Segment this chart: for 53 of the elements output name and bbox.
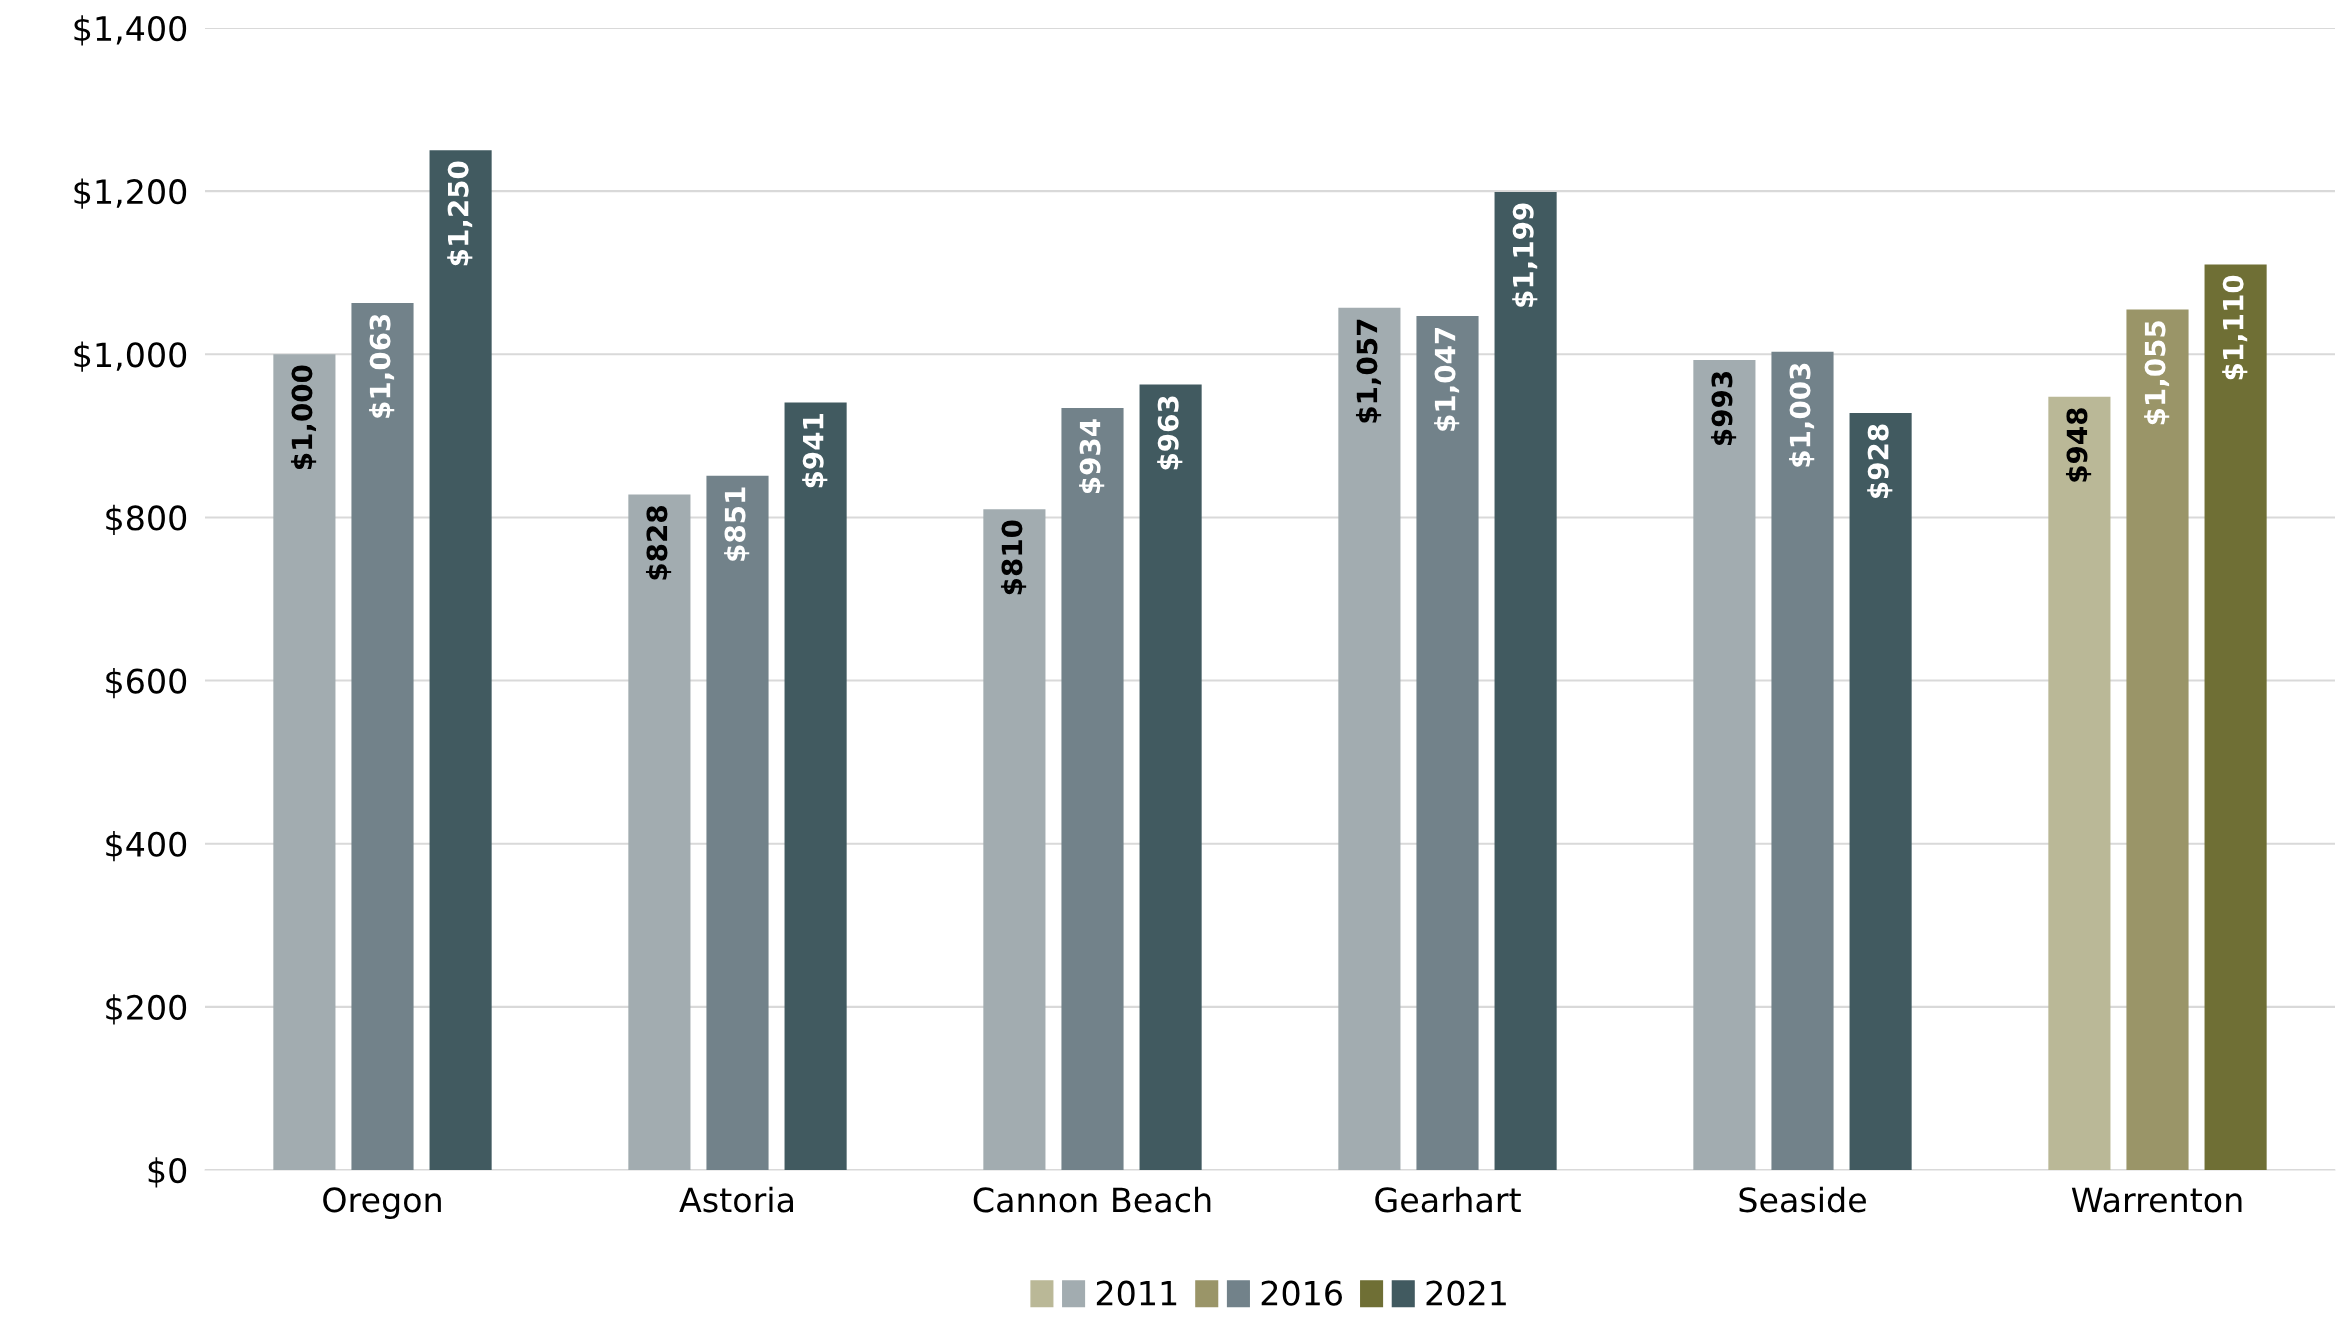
data-label: $934 [1079,419,1105,494]
data-label: $948 [2065,408,2092,482]
bar [2204,264,2267,1170]
data-label: $828 [645,506,672,580]
bar [706,475,769,1170]
y-tick-label: $400 [106,831,187,862]
x-tick-label: Oregon [323,1187,441,1219]
bar [1771,351,1834,1170]
data-label: $1,000 [290,365,317,470]
bar [628,494,691,1170]
bar [273,354,336,1170]
data-label: $993 [1710,371,1737,445]
legend-label: 2011 [1096,1280,1177,1306]
bar [2126,309,2189,1170]
data-label: $963 [1157,396,1183,470]
data-label: $1,110 [2222,275,2248,380]
bar [1338,307,1401,1170]
data-label: $1,063 [369,314,395,418]
x-tick-label: Gearhart [1375,1186,1521,1213]
y-tick-label: $1,000 [74,341,187,372]
data-label: $941 [802,414,828,488]
y-tick-label: $1,400 [74,15,187,46]
x-tick-label: Warrenton [2071,1187,2242,1213]
bar [1494,191,1557,1170]
bar [983,509,1046,1170]
data-label: $851 [724,487,750,561]
bar [1139,384,1202,1170]
legend-label: 2021 [1426,1280,1506,1306]
data-label: $1,003 [1789,363,1815,467]
x-tick-label: Seaside [1739,1186,1866,1213]
data-label: $1,055 [2144,321,2170,425]
x-tick-label: Cannon Beach [973,1186,1211,1213]
legend-label: 2016 [1261,1280,1342,1306]
bar [784,402,847,1170]
bar [1849,413,1912,1170]
bar [1061,408,1124,1170]
data-label: $928 [1867,424,1893,498]
data-label: $1,250 [447,161,473,266]
data-label: $1,057 [1355,319,1382,423]
y-tick-label: $200 [106,994,187,1025]
bar [1693,360,1756,1170]
data-label: $810 [1000,520,1027,595]
data-label: $1,199 [1512,203,1538,307]
y-tick-label: $800 [106,504,187,535]
bar [351,302,414,1170]
bar [1416,315,1479,1170]
y-tick-label: $600 [106,667,187,699]
y-tick-label: $1,200 [74,178,187,209]
data-label: $1,047 [1434,327,1460,431]
y-tick-label: $0 [148,1157,187,1188]
x-tick-label: Astoria [679,1186,793,1213]
bar [429,150,492,1170]
bar [2048,396,2111,1170]
